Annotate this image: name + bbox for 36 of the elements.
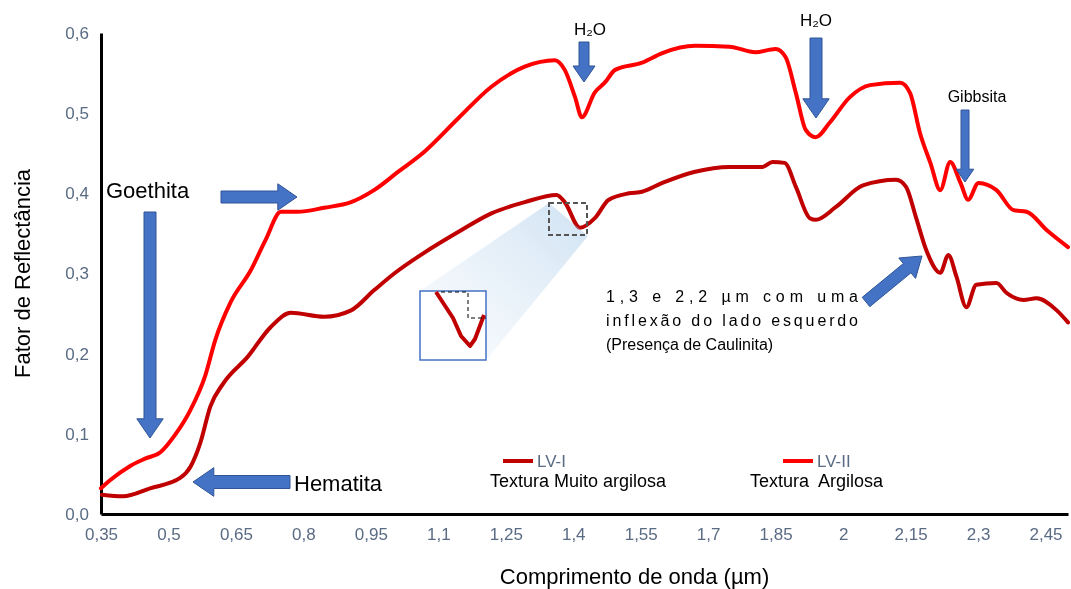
annotation: 1,3 e 2,2 µm com uma inflexão do lado esquerdo (Presença de Caulinita) xyxy=(606,288,859,353)
y-tick-label: 0,1 xyxy=(65,424,89,444)
x-tick-label: 1,4 xyxy=(561,525,586,545)
text: H₂O xyxy=(799,11,833,30)
x-tick-label: 2,45 xyxy=(1029,525,1063,545)
x-tick-label: 0,5 xyxy=(157,525,181,545)
y-tick-label: 0,0 xyxy=(65,504,89,524)
x-tick-label: 1,7 xyxy=(696,525,721,545)
y-tick-label: 0,4 xyxy=(65,184,89,204)
annotation: Textura Muito argilosa xyxy=(490,471,668,491)
x-tick-label: 2,15 xyxy=(894,525,928,545)
y-axis-title: Fator de Reflectância xyxy=(10,168,35,379)
line-series xyxy=(99,160,1070,499)
line-series xyxy=(99,43,1070,491)
annotation: Hematita xyxy=(294,471,383,496)
legend-label: LV-I xyxy=(537,452,566,471)
annotation: H₂O xyxy=(573,20,607,39)
y-tick-label: 0,6 xyxy=(65,23,89,43)
y-tick-label: 0,3 xyxy=(65,264,89,284)
annotation: Textura Argilosa xyxy=(750,471,885,491)
x-tick-label: 0,65 xyxy=(219,525,253,545)
legend-label: LV-II xyxy=(817,452,851,471)
x-tick-label: 0,35 xyxy=(84,525,119,545)
y-tick-label: 0,2 xyxy=(65,344,89,364)
x-tick-label: 1,55 xyxy=(624,525,658,545)
y-tick-label: 0,5 xyxy=(65,104,89,124)
x-tick-label: 1,85 xyxy=(759,525,793,545)
x-tick-label: 2 xyxy=(838,525,849,545)
x-tick-label: 1,25 xyxy=(489,525,523,545)
annotation: Gibbsita xyxy=(947,88,1007,105)
x-tick-label: 0,95 xyxy=(354,525,388,545)
x-axis-title: Comprimento de onda (µm) xyxy=(499,564,770,589)
x-tick-label: 2,3 xyxy=(966,525,991,545)
x-tick-label: 1,1 xyxy=(427,525,451,545)
annotation: Goethita xyxy=(106,178,190,203)
x-tick-label: 0,8 xyxy=(292,525,316,545)
